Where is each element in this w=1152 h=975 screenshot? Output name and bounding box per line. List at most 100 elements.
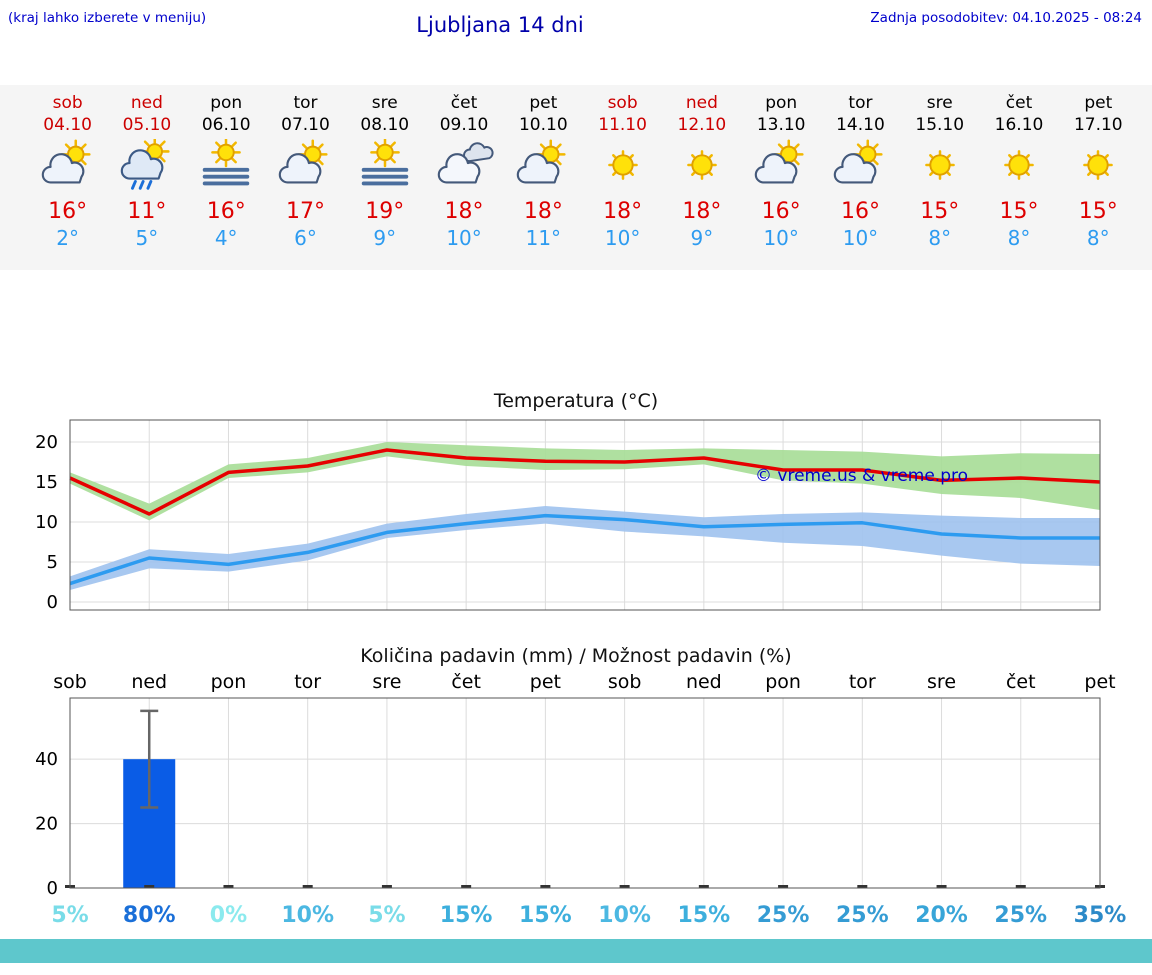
precip-probability: 80% — [122, 903, 176, 928]
precip-day-label: čet — [1006, 671, 1036, 693]
sun-icon — [900, 139, 979, 195]
sun-icon — [662, 139, 741, 195]
day-min-temp: 5° — [135, 226, 159, 250]
precip-probability: 20% — [915, 903, 968, 928]
precip-probability: 35% — [1073, 903, 1127, 928]
svg-text:20: 20 — [35, 814, 58, 835]
day-name: sre — [371, 93, 398, 113]
svg-text:5: 5 — [47, 552, 58, 573]
day-min-temp: 11° — [525, 226, 562, 250]
precip-probability: 0% — [209, 903, 248, 928]
day-name: čet — [1005, 93, 1033, 113]
page-title: Ljubljana 14 dni — [416, 13, 584, 37]
min-temperatura-band — [70, 506, 1100, 590]
day-max-temp: 16° — [48, 199, 88, 224]
day-column: tor 07.10 17° 6° — [266, 92, 345, 270]
day-date: 17.10 — [1073, 115, 1123, 135]
precip-day-label: tor — [849, 671, 876, 693]
svg-text:10: 10 — [35, 512, 58, 533]
precip-probability: 25% — [835, 903, 889, 928]
day-column: pon 06.10 16° 4° — [187, 92, 266, 270]
precip-probability: 10% — [281, 903, 335, 928]
svg-text:20: 20 — [35, 432, 58, 453]
max-temperatura-line — [69, 448, 1101, 516]
rain-sun-icon — [107, 136, 186, 195]
sun-cloud-icon — [28, 139, 107, 195]
day-max-temp: 18° — [444, 199, 484, 224]
day-min-temp: 9° — [373, 226, 397, 250]
day-column: tor 14.10 16° 10° — [821, 92, 900, 270]
day-min-temp: 8° — [1007, 226, 1031, 250]
day-min-temp: 8° — [1086, 226, 1110, 250]
precip-day-label: ned — [686, 671, 722, 693]
day-date: 05.10 — [122, 115, 172, 135]
precip-probability: 25% — [756, 903, 810, 928]
day-name: pet — [529, 93, 558, 113]
day-name: tor — [293, 93, 318, 113]
precip-day-label: ned — [131, 671, 167, 693]
day-min-temp: 6° — [294, 226, 317, 250]
precip-day-label: sob — [53, 671, 87, 693]
sun-cloud-icon — [266, 139, 345, 195]
day-min-temp: 8° — [928, 226, 952, 250]
day-name: pon — [210, 93, 243, 113]
day-column: pet 10.10 18° 11° — [504, 92, 583, 270]
precip-probability: 5% — [368, 903, 406, 928]
day-column: čet 09.10 18° 10° — [424, 92, 503, 270]
precip-day-label: sre — [927, 671, 956, 693]
day-name: sob — [607, 93, 638, 113]
day-date: 06.10 — [201, 115, 251, 135]
day-column: pet 17.10 15° 8° — [1059, 92, 1138, 270]
day-max-temp: 18° — [682, 199, 722, 224]
day-max-temp: 15° — [920, 199, 960, 224]
day-max-temp: 15° — [1078, 199, 1118, 224]
day-date: 13.10 — [756, 115, 806, 135]
precip-day-label: pet — [1084, 671, 1115, 693]
clouds-icon — [424, 139, 503, 195]
day-min-temp: 2° — [56, 226, 79, 250]
day-date: 10.10 — [518, 115, 568, 135]
precip-probability-row: 5% 80% 0% 10% 5% 15% 15% 10% 15% 25% 25% 20% 25% 35% — [0, 903, 1152, 935]
day-date: 12.10 — [677, 115, 727, 135]
day-name: sob — [52, 93, 83, 113]
sun-icon — [979, 139, 1058, 195]
day-date: 09.10 — [439, 115, 489, 135]
precip-probability: 15% — [439, 903, 493, 928]
sun-cloud-icon — [504, 139, 583, 195]
day-min-temp: 10° — [842, 226, 879, 250]
day-min-temp: 4° — [214, 226, 238, 250]
day-min-temp: 10° — [763, 226, 799, 250]
day-name: ned — [130, 93, 163, 113]
day-column: sob 04.10 16° 2° — [28, 92, 107, 270]
day-date: 08.10 — [360, 115, 410, 135]
precip-day-label: tor — [294, 671, 321, 693]
watermark-link[interactable]: © vreme.us & vreme.pro — [755, 466, 968, 486]
precip-day-label: pet — [530, 671, 561, 693]
day-column: ned 05.10 11° 5° — [107, 92, 186, 270]
temperature-chart-title: Temperatura (°C) — [493, 390, 659, 412]
day-name: sre — [926, 93, 953, 113]
day-column: ned 12.10 18° 9° — [662, 92, 741, 270]
sun-icon — [1059, 139, 1138, 195]
day-name: pet — [1084, 93, 1113, 113]
svg-text:15: 15 — [35, 472, 58, 493]
day-column: sob 11.10 18° 10° — [583, 92, 662, 270]
day-name: tor — [848, 93, 873, 113]
sun-cloud-icon — [742, 139, 821, 195]
day-min-temp: 10° — [604, 226, 641, 250]
svg-text:0: 0 — [47, 592, 58, 613]
day-column: sre 08.10 19° 9° — [345, 92, 424, 270]
svg-text:0: 0 — [47, 878, 58, 898]
day-max-temp: 15° — [999, 199, 1039, 224]
day-date: 16.10 — [994, 115, 1044, 135]
fog-sun-icon — [187, 137, 266, 195]
day-max-temp: 16° — [206, 199, 246, 224]
day-column: pon 13.10 16° 10° — [742, 92, 821, 270]
sun-cloud-icon — [821, 139, 900, 195]
day-max-temp: 16° — [761, 199, 801, 224]
menu-hint: (kraj lahko izberete v meniju) — [8, 10, 207, 26]
svg-text:40: 40 — [35, 749, 58, 770]
precip-chart-title: Količina padavin (mm) / Možnost padavin … — [360, 645, 792, 667]
fog-sun-icon — [345, 137, 424, 195]
day-date: 07.10 — [281, 115, 330, 135]
